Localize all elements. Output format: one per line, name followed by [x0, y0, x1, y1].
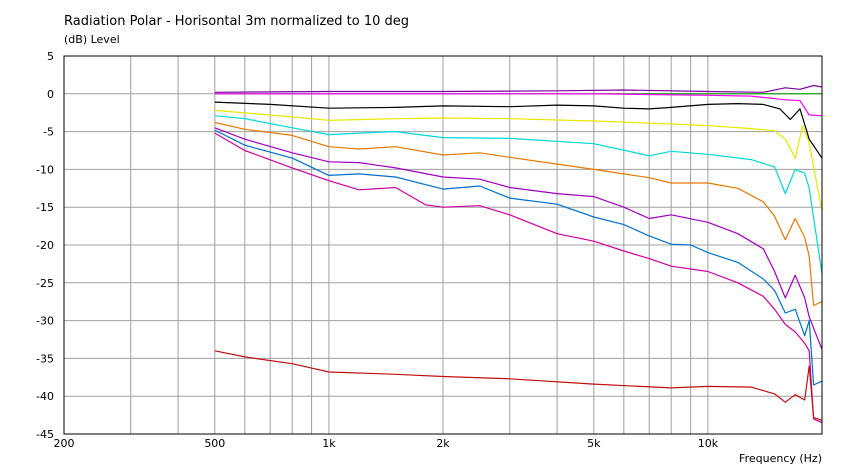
plot-border: [63, 55, 823, 435]
x-tick-label: 10k: [698, 437, 719, 450]
y-axis-label: (dB) Level: [64, 33, 120, 46]
y-tick-label: -40: [36, 390, 54, 403]
chart-title: Radiation Polar - Horisontal 3m normaliz…: [64, 14, 409, 29]
y-tick-labels: 5 0 -5 -10 -15 -20 -25 -30 -35 -40 -45: [36, 50, 54, 441]
series-line-2: [214, 84, 823, 93]
x-tick-label: 2k: [436, 437, 450, 450]
y-tick-label: 0: [47, 88, 54, 101]
series-line-5: [214, 109, 823, 212]
y-tick-label: 5: [47, 50, 54, 63]
y-tick-label: -10: [36, 163, 54, 176]
series-line-10: [214, 132, 823, 424]
x-tick-labels: 200 500 1k 2k 5k 10k: [54, 437, 719, 450]
y-tick-label: -30: [36, 315, 54, 328]
series-line-6: [214, 115, 823, 274]
series-line-7: [214, 121, 823, 307]
series-line-4: [214, 101, 823, 159]
y-tick-label: -15: [36, 201, 54, 214]
x-tick-label: 200: [54, 437, 75, 450]
y-tick-label: -25: [36, 277, 54, 290]
y-tick-label: -5: [43, 126, 54, 139]
x-axis-label: Frequency (Hz): [739, 452, 822, 465]
y-tick-label: -45: [36, 428, 54, 441]
series-line-9: [214, 129, 823, 386]
x-tick-label: 1k: [322, 437, 336, 450]
series-line-3: [214, 93, 823, 117]
series-layer: [214, 84, 823, 424]
series-line-11: [214, 350, 823, 421]
x-tick-label: 500: [204, 437, 225, 450]
grid: [63, 55, 823, 435]
series-line-8: [214, 127, 823, 350]
x-tick-label: 5k: [587, 437, 601, 450]
y-tick-label: -35: [36, 352, 54, 365]
y-tick-label: -20: [36, 239, 54, 252]
